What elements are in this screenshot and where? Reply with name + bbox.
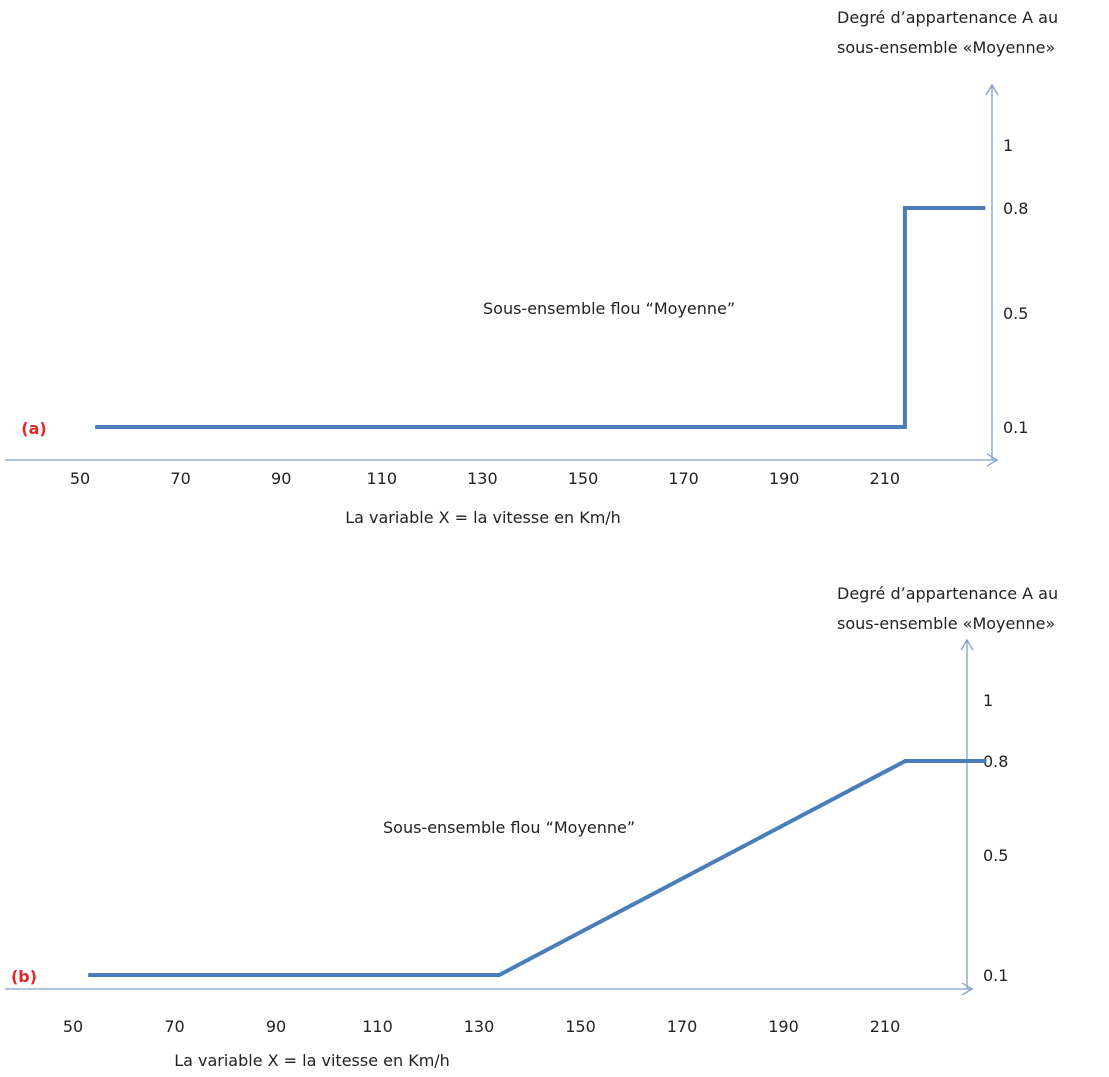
panel-b-x-tick-label: 170 (667, 1017, 698, 1036)
panel-a-x-axis-arrow (986, 453, 999, 467)
panel-b-y-tick-label: 1 (983, 691, 993, 710)
panel-a-y-tick-label: 1 (1003, 136, 1013, 155)
panel-b-x-tick-label: 70 (164, 1017, 184, 1036)
panel-a-y-tick-label: 0.5 (1003, 304, 1028, 323)
panel-b-x-tick-label: 130 (464, 1017, 495, 1036)
panel-b-x-tick-label: 190 (768, 1017, 799, 1036)
panel-b-x-tick-label: 50 (63, 1017, 83, 1036)
panel-a-membership-line (95, 206, 986, 429)
panel-b-y-axis-title-line: Degré d’appartenance A au (837, 584, 1058, 603)
panel-a-x-tick-label: 210 (870, 469, 901, 488)
panel-b-y-tick-label: 0.5 (983, 846, 1008, 865)
panel-a-y-axis-arrow (985, 83, 999, 96)
panel-b-curve-annotation: Sous-ensemble flou “Moyenne” (383, 818, 635, 837)
panel-b-tag: (b) (11, 967, 37, 986)
panel-b-x-tick-label: 210 (870, 1017, 901, 1036)
panel-b-y-tick-label: 0.8 (983, 752, 1008, 771)
panel-a-tag: (a) (21, 419, 46, 438)
panel-b-x-axis-title: La variable X = la vitesse en Km/h (174, 1051, 450, 1070)
panel-b-x-tick-label: 110 (362, 1017, 393, 1036)
panel-a-x-tick-label: 150 (568, 469, 599, 488)
panel-a-x-tick-label: 190 (769, 469, 800, 488)
panel-b-x-tick-label: 150 (565, 1017, 596, 1036)
panel-a-y-tick-label: 0.1 (1003, 418, 1028, 437)
panel-b-y-axis-title-line: sous-ensemble «Moyenne» (837, 614, 1055, 633)
panel-a-curve-annotation: Sous-ensemble flou “Moyenne” (483, 299, 735, 318)
panel-a-x-tick-label: 130 (467, 469, 498, 488)
panel-a-x-tick-label: 110 (367, 469, 398, 488)
panel-a-y-tick-label: 0.8 (1003, 199, 1028, 218)
panel-b-y-axis-arrow (960, 638, 974, 651)
panel-a-y-axis-title-line: sous-ensemble «Moyenne» (837, 38, 1055, 57)
panel-a-x-tick-label: 50 (70, 469, 90, 488)
panel-b-x-tick-label: 90 (266, 1017, 286, 1036)
panel-a-x-tick-label: 90 (271, 469, 291, 488)
panel-b-y-tick-label: 0.1 (983, 966, 1008, 985)
panel-b-membership-line (88, 759, 987, 977)
panel-a-y-axis-title-line: Degré d’appartenance A au (837, 8, 1058, 27)
panel-a-x-tick-label: 70 (170, 469, 190, 488)
panel-a-x-tick-label: 170 (668, 469, 699, 488)
panel-a-x-axis-title: La variable X = la vitesse en Km/h (345, 508, 621, 527)
panel-b-x-axis-arrow (961, 982, 974, 996)
